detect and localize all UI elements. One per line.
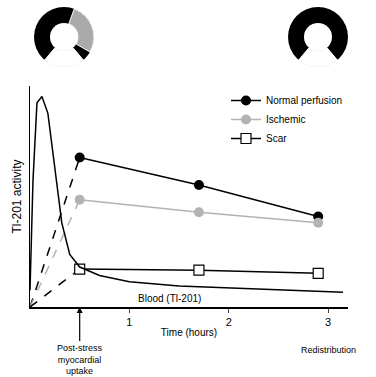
svg-text:Scar: Scar xyxy=(266,133,287,144)
svg-text:Redistribution: Redistribution xyxy=(301,345,356,355)
svg-text:Ischemic: Ischemic xyxy=(266,114,305,125)
svg-text:Post-stressmyocardialuptake: Post-stressmyocardialuptake xyxy=(57,343,103,376)
svg-text:1: 1 xyxy=(126,316,132,328)
svg-text:3: 3 xyxy=(325,316,331,328)
svg-text:Blood (Tl-201): Blood (Tl-201) xyxy=(138,293,201,304)
svg-text:Time (hours): Time (hours) xyxy=(161,327,217,338)
svg-text:2: 2 xyxy=(226,316,232,328)
svg-text:Normal perfusion: Normal perfusion xyxy=(266,95,342,106)
svg-text:Tl-201 activity: Tl-201 activity xyxy=(10,159,24,233)
